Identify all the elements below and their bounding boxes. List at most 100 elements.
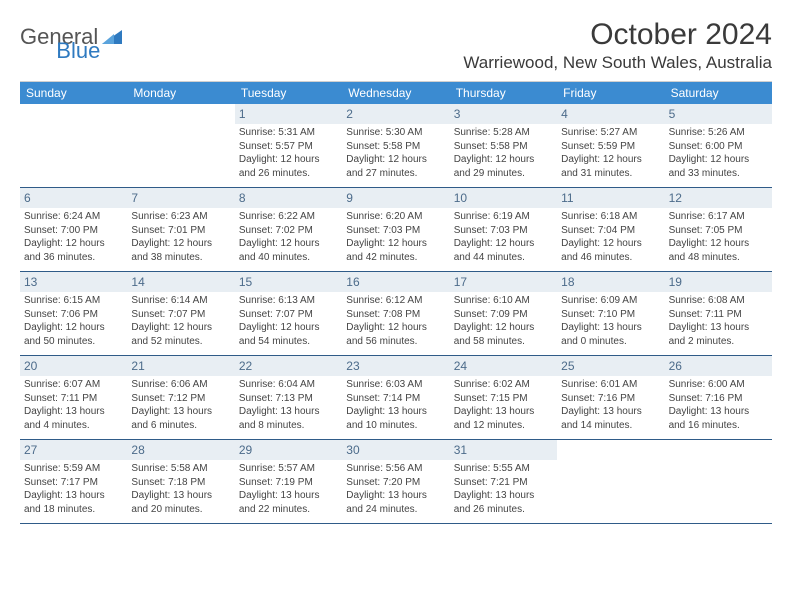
calendar-cell: 12Sunrise: 6:17 AMSunset: 7:05 PMDayligh…	[665, 188, 772, 272]
sunrise-line: Sunrise: 5:31 AM	[239, 126, 338, 140]
weekday-label: Monday	[127, 82, 234, 104]
sunset-line: Sunset: 7:21 PM	[454, 476, 553, 490]
sunset-line: Sunset: 7:08 PM	[346, 308, 445, 322]
sunrise-line: Sunrise: 6:18 AM	[561, 210, 660, 224]
sunrise-line: Sunrise: 5:56 AM	[346, 462, 445, 476]
calendar-cell: 3Sunrise: 5:28 AMSunset: 5:58 PMDaylight…	[450, 104, 557, 188]
sunset-line: Sunset: 7:06 PM	[24, 308, 123, 322]
day-number: 20	[20, 356, 127, 376]
sunrise-line: Sunrise: 6:06 AM	[131, 378, 230, 392]
sunset-line: Sunset: 6:00 PM	[669, 140, 768, 154]
day-number: 21	[127, 356, 234, 376]
calendar-cell: 28Sunrise: 5:58 AMSunset: 7:18 PMDayligh…	[127, 440, 234, 524]
sunset-line: Sunset: 7:20 PM	[346, 476, 445, 490]
daylight-line-2: and 54 minutes.	[239, 335, 338, 349]
daylight-line-1: Daylight: 12 hours	[24, 237, 123, 251]
sunset-line: Sunset: 7:05 PM	[669, 224, 768, 238]
day-info: Sunrise: 6:19 AMSunset: 7:03 PMDaylight:…	[450, 208, 557, 268]
weekday-label: Wednesday	[342, 82, 449, 104]
daylight-line-2: and 36 minutes.	[24, 251, 123, 265]
title-block: October 2024 Warriewood, New South Wales…	[463, 18, 772, 73]
sunrise-line: Sunrise: 5:30 AM	[346, 126, 445, 140]
daylight-line-1: Daylight: 12 hours	[454, 153, 553, 167]
daylight-line-1: Daylight: 12 hours	[454, 321, 553, 335]
calendar-cell-empty	[557, 440, 664, 524]
day-info: Sunrise: 5:26 AMSunset: 6:00 PMDaylight:…	[665, 124, 772, 184]
calendar-cell: 23Sunrise: 6:03 AMSunset: 7:14 PMDayligh…	[342, 356, 449, 440]
logo-word-2: Blue	[56, 38, 100, 64]
sunset-line: Sunset: 5:57 PM	[239, 140, 338, 154]
sunset-line: Sunset: 7:11 PM	[669, 308, 768, 322]
daylight-line-2: and 42 minutes.	[346, 251, 445, 265]
sunset-line: Sunset: 7:07 PM	[239, 308, 338, 322]
calendar-cell: 16Sunrise: 6:12 AMSunset: 7:08 PMDayligh…	[342, 272, 449, 356]
day-number: 31	[450, 440, 557, 460]
daylight-line-2: and 4 minutes.	[24, 419, 123, 433]
daylight-line-1: Daylight: 12 hours	[239, 321, 338, 335]
daylight-line-1: Daylight: 13 hours	[561, 321, 660, 335]
calendar-cell: 11Sunrise: 6:18 AMSunset: 7:04 PMDayligh…	[557, 188, 664, 272]
sunrise-line: Sunrise: 6:20 AM	[346, 210, 445, 224]
calendar-cell: 26Sunrise: 6:00 AMSunset: 7:16 PMDayligh…	[665, 356, 772, 440]
sunset-line: Sunset: 7:11 PM	[24, 392, 123, 406]
calendar-cell: 27Sunrise: 5:59 AMSunset: 7:17 PMDayligh…	[20, 440, 127, 524]
daylight-line-2: and 48 minutes.	[669, 251, 768, 265]
calendar-cell: 24Sunrise: 6:02 AMSunset: 7:15 PMDayligh…	[450, 356, 557, 440]
day-number: 8	[235, 188, 342, 208]
day-info: Sunrise: 5:58 AMSunset: 7:18 PMDaylight:…	[127, 460, 234, 520]
daylight-line-1: Daylight: 13 hours	[669, 405, 768, 419]
daylight-line-2: and 44 minutes.	[454, 251, 553, 265]
day-info: Sunrise: 6:18 AMSunset: 7:04 PMDaylight:…	[557, 208, 664, 268]
day-info: Sunrise: 6:01 AMSunset: 7:16 PMDaylight:…	[557, 376, 664, 436]
calendar-cell: 1Sunrise: 5:31 AMSunset: 5:57 PMDaylight…	[235, 104, 342, 188]
daylight-line-1: Daylight: 12 hours	[239, 153, 338, 167]
calendar-cell: 31Sunrise: 5:55 AMSunset: 7:21 PMDayligh…	[450, 440, 557, 524]
calendar-cell-empty	[127, 104, 234, 188]
daylight-line-2: and 18 minutes.	[24, 503, 123, 517]
day-info: Sunrise: 6:03 AMSunset: 7:14 PMDaylight:…	[342, 376, 449, 436]
day-number: 18	[557, 272, 664, 292]
daylight-line-2: and 33 minutes.	[669, 167, 768, 181]
daylight-line-2: and 56 minutes.	[346, 335, 445, 349]
day-number: 23	[342, 356, 449, 376]
day-number: 29	[235, 440, 342, 460]
calendar-cell: 15Sunrise: 6:13 AMSunset: 7:07 PMDayligh…	[235, 272, 342, 356]
sunset-line: Sunset: 7:13 PM	[239, 392, 338, 406]
day-info: Sunrise: 5:59 AMSunset: 7:17 PMDaylight:…	[20, 460, 127, 520]
calendar-cell: 19Sunrise: 6:08 AMSunset: 7:11 PMDayligh…	[665, 272, 772, 356]
sunset-line: Sunset: 7:01 PM	[131, 224, 230, 238]
sunrise-line: Sunrise: 6:10 AM	[454, 294, 553, 308]
sunrise-line: Sunrise: 5:57 AM	[239, 462, 338, 476]
calendar-cell-empty	[20, 104, 127, 188]
daylight-line-1: Daylight: 12 hours	[131, 237, 230, 251]
sunrise-line: Sunrise: 5:28 AM	[454, 126, 553, 140]
day-info: Sunrise: 5:55 AMSunset: 7:21 PMDaylight:…	[450, 460, 557, 520]
logo-sail-icon	[100, 28, 124, 46]
day-number: 19	[665, 272, 772, 292]
logo: General Blue	[20, 18, 172, 50]
daylight-line-1: Daylight: 13 hours	[454, 405, 553, 419]
sunrise-line: Sunrise: 6:01 AM	[561, 378, 660, 392]
day-info: Sunrise: 6:10 AMSunset: 7:09 PMDaylight:…	[450, 292, 557, 352]
daylight-line-1: Daylight: 13 hours	[346, 489, 445, 503]
sunset-line: Sunset: 7:03 PM	[346, 224, 445, 238]
daylight-line-2: and 50 minutes.	[24, 335, 123, 349]
day-info: Sunrise: 5:57 AMSunset: 7:19 PMDaylight:…	[235, 460, 342, 520]
sunset-line: Sunset: 7:14 PM	[346, 392, 445, 406]
day-info: Sunrise: 6:23 AMSunset: 7:01 PMDaylight:…	[127, 208, 234, 268]
sunset-line: Sunset: 7:03 PM	[454, 224, 553, 238]
daylight-line-2: and 58 minutes.	[454, 335, 553, 349]
calendar-cell: 4Sunrise: 5:27 AMSunset: 5:59 PMDaylight…	[557, 104, 664, 188]
sunset-line: Sunset: 7:00 PM	[24, 224, 123, 238]
daylight-line-1: Daylight: 13 hours	[24, 489, 123, 503]
daylight-line-2: and 46 minutes.	[561, 251, 660, 265]
month-title: October 2024	[463, 18, 772, 51]
calendar-cell: 14Sunrise: 6:14 AMSunset: 7:07 PMDayligh…	[127, 272, 234, 356]
sunrise-line: Sunrise: 6:03 AM	[346, 378, 445, 392]
calendar-cell: 21Sunrise: 6:06 AMSunset: 7:12 PMDayligh…	[127, 356, 234, 440]
calendar-cell-empty	[665, 440, 772, 524]
sunrise-line: Sunrise: 6:17 AM	[669, 210, 768, 224]
daylight-line-2: and 20 minutes.	[131, 503, 230, 517]
day-info: Sunrise: 6:08 AMSunset: 7:11 PMDaylight:…	[665, 292, 772, 352]
calendar-cell: 5Sunrise: 5:26 AMSunset: 6:00 PMDaylight…	[665, 104, 772, 188]
